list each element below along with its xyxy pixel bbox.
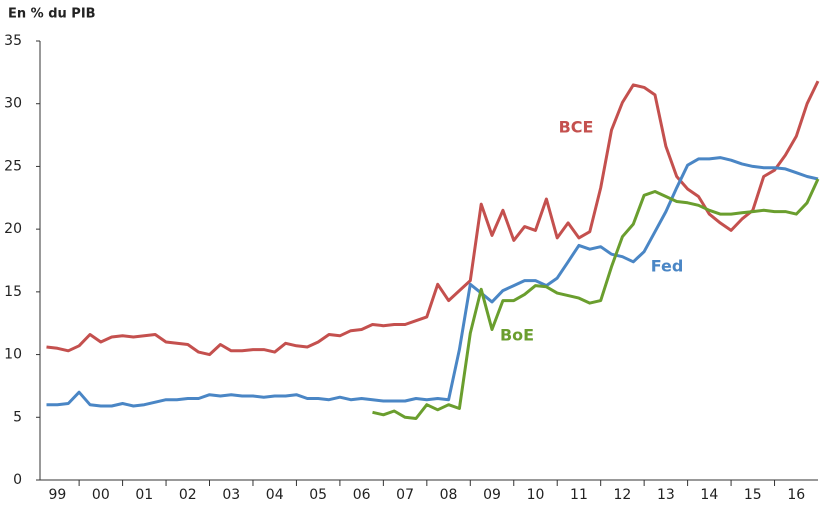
y-tick-label: 35 <box>4 33 22 49</box>
y-axis-label: En % du PIB <box>8 7 96 22</box>
series-line <box>46 156 819 408</box>
x-tick-label: 09 <box>483 487 501 503</box>
x-tick-label: 12 <box>613 487 631 503</box>
y-tick-label: 30 <box>4 96 22 112</box>
x-tick-label: 08 <box>440 487 458 503</box>
x-tick-label: 00 <box>92 487 110 503</box>
x-tick-label: 02 <box>179 487 197 503</box>
x-tick-label: 11 <box>570 487 588 503</box>
series-label: Fed <box>651 257 684 276</box>
y-tick-label: 5 <box>13 409 22 425</box>
x-tick-label: 04 <box>266 487 284 503</box>
series-line <box>46 80 820 357</box>
series-label: BoE <box>500 326 534 345</box>
y-tick-label: 0 <box>13 472 22 488</box>
x-tick-label: 06 <box>353 487 371 503</box>
y-tick-label: 15 <box>4 284 22 300</box>
x-tick-label: 14 <box>700 487 718 503</box>
y-tick-label: 10 <box>4 347 22 363</box>
x-tick-label: 07 <box>396 487 414 503</box>
x-tick-label: 10 <box>527 487 545 503</box>
x-tick-label: 01 <box>135 487 153 503</box>
x-tick-label: 05 <box>309 487 327 503</box>
y-tick-label: 25 <box>4 158 22 174</box>
x-tick-label: 15 <box>744 487 762 503</box>
x-tick-label: 16 <box>787 487 805 503</box>
series-label: BCE <box>559 118 594 137</box>
x-tick-label: 03 <box>222 487 240 503</box>
series-line <box>372 178 820 420</box>
x-tick-label: 99 <box>48 487 66 503</box>
y-tick-label: 20 <box>4 221 22 237</box>
x-tick-label: 13 <box>657 487 675 503</box>
